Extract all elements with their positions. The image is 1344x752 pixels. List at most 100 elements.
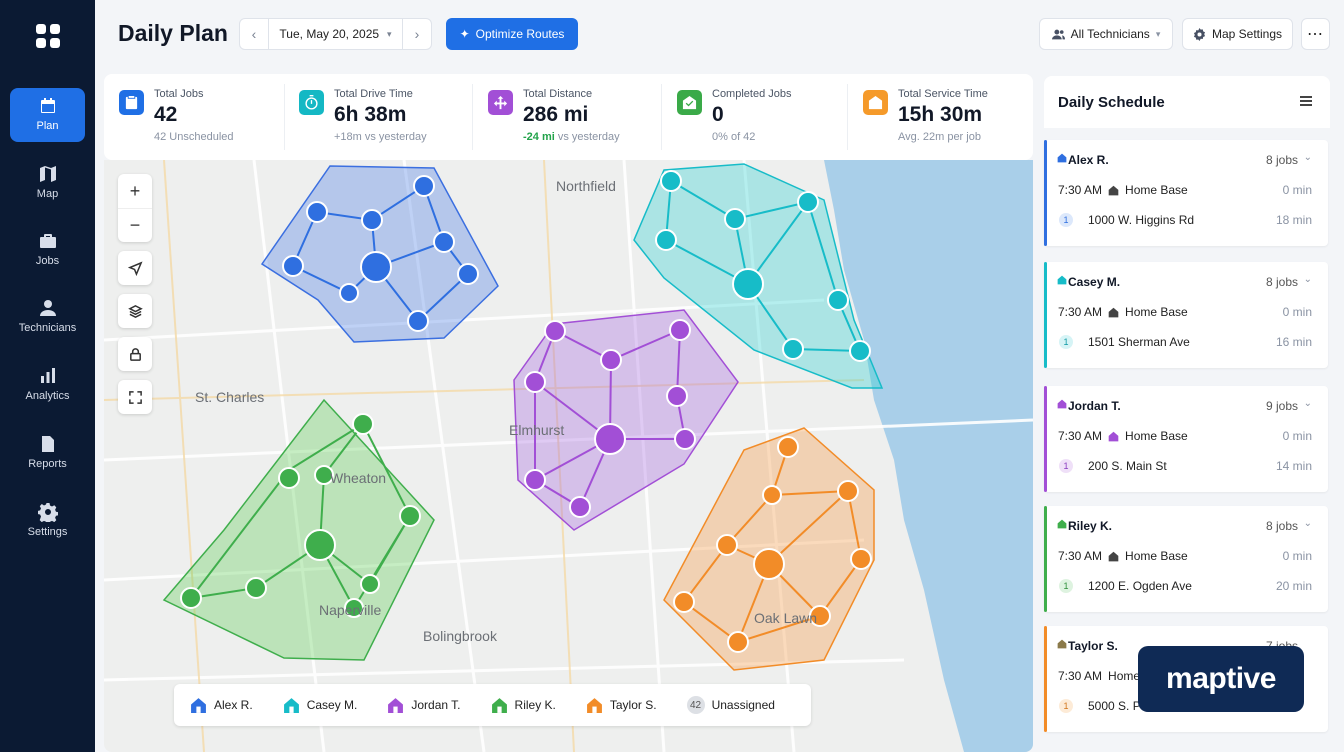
stat-subtext: +18m vs yesterday [334, 131, 427, 143]
route-map[interactable]: Northfield St. Charles Wheaton Bolingbro… [104, 160, 1033, 752]
layers-icon [127, 304, 143, 318]
previous-day-button[interactable]: ‹ [251, 26, 257, 42]
map-place-label: Naperville [319, 602, 382, 618]
gear-icon [37, 502, 58, 525]
bar-chart-icon [38, 366, 58, 386]
stat-label: Total Jobs [154, 88, 204, 100]
unassigned-count-badge: 42 [686, 696, 705, 714]
job-count: 9 jobs [1265, 399, 1298, 413]
technician-name: Jordan T. [1068, 399, 1121, 413]
next-day-button[interactable]: › [414, 26, 420, 42]
toolbox-icon [863, 90, 888, 115]
legend-label: Taylor S. [609, 698, 657, 712]
layers-button[interactable] [118, 294, 152, 328]
sidebar-item-map[interactable]: Map [10, 156, 85, 210]
chevron-down-icon: ▾ [1155, 28, 1161, 39]
chevron-down-icon[interactable]: ⌄ [1303, 518, 1312, 529]
stop-address[interactable]: 5000 S. P [1088, 699, 1141, 713]
optimize-routes-button[interactable]: ✦ Optimize Routes [446, 18, 578, 50]
lock-button[interactable] [118, 337, 152, 371]
technician-card[interactable]: Casey M. 8 jobs ⌄ 7:30 AM Home Base 0 mi… [1044, 262, 1328, 368]
navigation-arrow-icon [127, 260, 143, 276]
chevron-down-icon: ▾ [387, 28, 392, 39]
fullscreen-button[interactable] [118, 380, 152, 414]
start-place: Home Base [1125, 305, 1188, 319]
technician-card[interactable]: Alex R. 8 jobs ⌄ 7:30 AM Home Base 0 min… [1044, 140, 1328, 246]
start-time: 7:30 AM [1058, 549, 1103, 563]
stat-label: Completed Jobs [712, 88, 792, 100]
map-legend: Alex R. Casey M. Jordan T. Riley K. Tayl… [174, 684, 811, 726]
legend-label: Riley K. [514, 698, 556, 712]
sidebar-item-technicians[interactable]: Technicians [10, 290, 85, 344]
legend-item[interactable]: Taylor S. [586, 697, 657, 714]
sidebar-item-reports[interactable]: Reports [10, 426, 85, 480]
home-icon [1108, 431, 1119, 441]
sidebar: Plan Map Jobs Technicians Analytics Repo… [0, 0, 95, 752]
stat-subtext: -24 mi vs yesterday [523, 131, 620, 143]
legend-item-unassigned[interactable]: 42 Unassigned [686, 696, 775, 714]
menu-icon[interactable] [1300, 96, 1312, 106]
stop-number: 1 [1059, 579, 1073, 593]
stop-address[interactable]: 1501 Sherman Ave [1088, 335, 1190, 349]
technician-name: Alex R. [1068, 153, 1109, 167]
stop-number: 1 [1059, 459, 1073, 473]
zoom-out-button[interactable]: − [118, 208, 152, 242]
legend-item[interactable]: Riley K. [491, 697, 556, 714]
start-row: 7:30 AM Home Base [1058, 305, 1188, 319]
document-icon [38, 434, 58, 454]
more-options-button[interactable]: ⋯ [1301, 18, 1330, 50]
stat-value: 0 [712, 103, 724, 126]
stat-value: 15h 30m [898, 103, 983, 126]
stat-delta: -24 mi [523, 131, 555, 143]
panel-title: Daily Schedule [1058, 94, 1165, 111]
sparkle-icon: ✦ [459, 27, 470, 41]
people-icon [1051, 29, 1065, 39]
legend-label: Casey M. [306, 698, 358, 712]
home-icon [1108, 551, 1119, 561]
map-place-label: Bolingbrook [423, 628, 497, 644]
chevron-down-icon[interactable]: ⌄ [1303, 274, 1312, 285]
map-canvas[interactable] [104, 160, 1033, 752]
legend-item[interactable]: Casey M. [283, 697, 358, 714]
settings-icon [1193, 27, 1205, 41]
date-select[interactable]: Tue, May 20, 2025 ▾ [268, 19, 403, 49]
sidebar-item-plan[interactable]: Plan [10, 88, 85, 142]
map-settings-label: Map Settings [1211, 27, 1283, 41]
home-icon [191, 697, 206, 713]
stop-address[interactable]: 1200 E. Ogden Ave [1088, 579, 1192, 593]
stat-total-drive-time: Total Drive Time 6h 38m +18m vs yesterda… [284, 74, 472, 160]
technician-card[interactable]: Riley K. 8 jobs ⌄ 7:30 AM Home Base 0 mi… [1044, 506, 1328, 612]
sidebar-item-jobs[interactable]: Jobs [10, 223, 85, 277]
legend-item[interactable]: Alex R. [190, 697, 253, 714]
sidebar-item-label: Analytics [25, 390, 70, 402]
stat-subtext: 42 Unscheduled [154, 131, 234, 143]
zoom-in-button[interactable]: + [129, 180, 141, 201]
stat-subtext: 0% of 42 [712, 131, 756, 143]
stop-address[interactable]: 200 S. Main St [1088, 459, 1167, 473]
chevron-down-icon[interactable]: ⌄ [1303, 398, 1312, 409]
legend-item[interactable]: Jordan T. [387, 697, 461, 714]
technicians-filter-dropdown[interactable]: All Technicians ▾ [1039, 18, 1173, 50]
technician-card[interactable]: Jordan T. 9 jobs ⌄ 7:30 AM Home Base 0 m… [1044, 386, 1328, 492]
home-icon [1057, 153, 1067, 163]
start-minutes: 0 min [1282, 305, 1312, 319]
apps-grid-icon[interactable] [36, 24, 60, 48]
technician-name: Taylor S. [1068, 639, 1118, 653]
home-icon [1057, 639, 1067, 649]
locate-button[interactable] [118, 251, 152, 285]
sidebar-item-analytics[interactable]: Analytics [10, 358, 85, 412]
start-row: 7:30 AM Home Base [1058, 549, 1188, 563]
stop-minutes: 14 min [1275, 459, 1312, 473]
sidebar-item-label: Plan [36, 120, 59, 132]
map-settings-button[interactable]: Map Settings [1182, 18, 1293, 50]
home-icon [388, 697, 404, 713]
technicians-filter-label: All Technicians [1070, 27, 1150, 41]
start-row: 7:30 AM Home Base [1058, 429, 1188, 443]
chevron-down-icon[interactable]: ⌄ [1303, 152, 1312, 163]
home-icon [1108, 307, 1119, 317]
stop-number: 1 [1059, 213, 1073, 227]
stop-address[interactable]: 1000 W. Higgins Rd [1088, 213, 1195, 227]
sidebar-item-settings[interactable]: Settings [10, 494, 85, 548]
clipboard-icon [119, 90, 144, 115]
job-count: 8 jobs [1265, 519, 1298, 533]
